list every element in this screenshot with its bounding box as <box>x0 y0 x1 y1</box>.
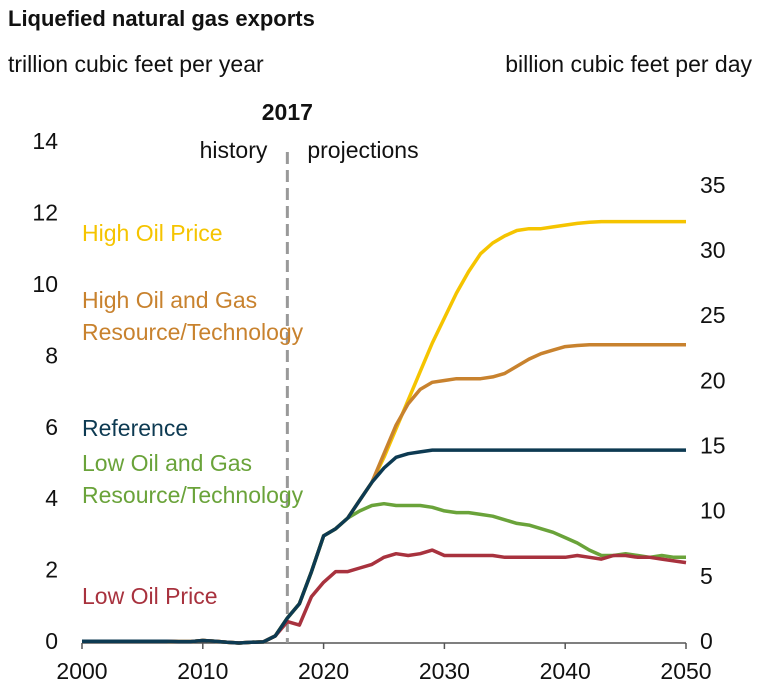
x-tick-label: 2000 <box>56 658 107 684</box>
y2-tick-label: 25 <box>700 302 726 328</box>
series-label: Low Oil and Gas Resource/Technology <box>82 450 304 508</box>
projections-label: projections <box>307 137 418 163</box>
series-label: High Oil and Gas Resource/Technology <box>82 287 304 345</box>
y-tick-label: 6 <box>45 414 58 440</box>
y2-tick-label: 0 <box>700 628 713 654</box>
y2-tick-label: 15 <box>700 433 726 459</box>
y2-tick-label: 10 <box>700 498 726 524</box>
y-tick-label: 12 <box>32 200 58 226</box>
series-line <box>82 448 686 645</box>
y-tick-label: 2 <box>45 557 58 583</box>
x-tick-label: 2020 <box>298 658 349 684</box>
y2-tick-label: 35 <box>700 172 726 198</box>
y2-tick-label: 30 <box>700 237 726 263</box>
series-label: High Oil Price <box>82 220 223 246</box>
x-tick-label: 2040 <box>540 658 591 684</box>
history-label: history <box>200 137 268 163</box>
series-line <box>82 501 686 645</box>
y2-axis-label: billion cubic feet per day <box>505 51 752 77</box>
y2-tick-label: 20 <box>700 367 726 393</box>
x-tick-label: 2030 <box>419 658 470 684</box>
divider-label: 2017 <box>262 99 313 125</box>
y-tick-label: 14 <box>32 128 58 154</box>
chart-title: Liquefied natural gas exports <box>8 6 315 31</box>
x-tick-label: 2050 <box>660 658 711 684</box>
y-tick-label: 4 <box>45 485 58 511</box>
y-tick-label: 10 <box>32 271 58 297</box>
series-label: Reference <box>82 415 189 441</box>
y-axis-label: trillion cubic feet per year <box>8 51 264 77</box>
y2-tick-label: 5 <box>700 563 713 589</box>
y-tick-label: 8 <box>45 342 58 368</box>
x-tick-label: 2010 <box>177 658 228 684</box>
series-label: Low Oil Price <box>82 583 218 609</box>
y-tick-label: 0 <box>45 628 58 654</box>
